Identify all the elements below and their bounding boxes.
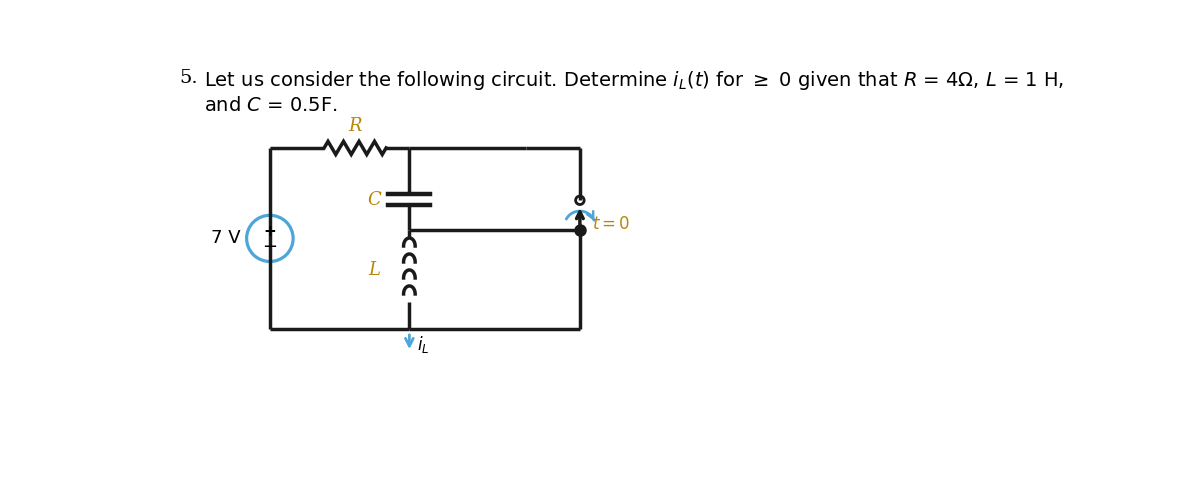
Text: and $C$ = 0.5F.: and $C$ = 0.5F. [204,96,338,115]
Text: C: C [367,190,381,209]
Text: −: − [262,238,278,256]
Text: R: R [349,117,362,135]
Text: Let us consider the following circuit. Determine $i_L(t)$ for $\geq$ 0 given tha: Let us consider the following circuit. D… [204,68,1064,92]
Text: 7 V: 7 V [211,229,241,247]
Text: L: L [368,261,380,279]
Text: $i_L$: $i_L$ [417,334,430,355]
Text: 5.: 5. [180,68,198,87]
Text: $t = 0$: $t = 0$ [592,215,630,233]
Text: +: + [264,224,277,239]
